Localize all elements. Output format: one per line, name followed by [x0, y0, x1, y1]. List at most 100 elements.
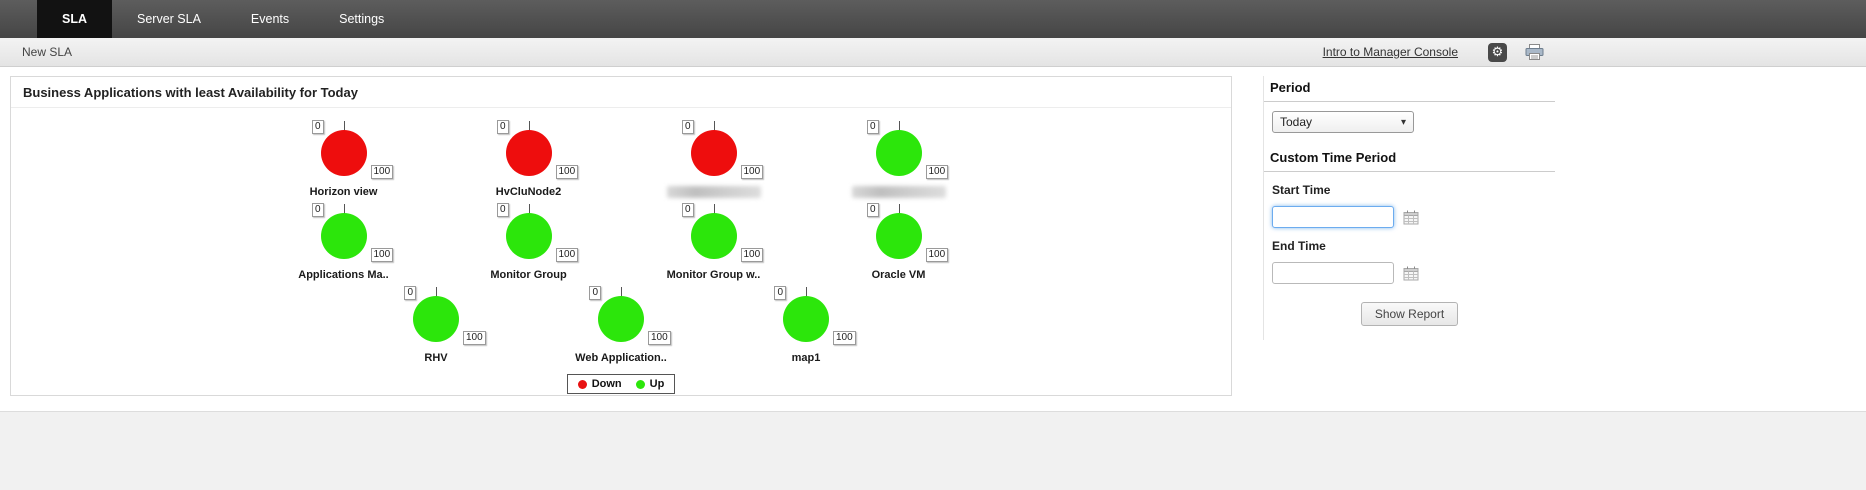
legend-wrap: Down Up	[11, 374, 1231, 394]
availability-panel: Business Applications with least Availab…	[10, 76, 1232, 396]
tab-server-sla[interactable]: Server SLA	[137, 12, 201, 26]
gear-icon: ⚙	[1491, 44, 1504, 59]
gauge-min-label: 0	[496, 203, 509, 217]
gauge-max-label: 100	[370, 165, 394, 179]
gauge-pie	[413, 296, 459, 342]
gauge-max-label: 100	[555, 248, 579, 262]
gauge-label: Oracle VM	[871, 269, 926, 281]
content-area: Business Applications with least Availab…	[0, 67, 1866, 412]
chart-row-1: 0 100 Horizon view 0 100 HvCluNode2	[11, 120, 1231, 203]
gauge-pie	[598, 296, 644, 342]
period-select[interactable]: Today ▾	[1272, 111, 1414, 133]
gauge-pie	[320, 130, 367, 176]
availability-gauge-monitor-group[interactable]: 0 100 Monitor Group	[436, 203, 621, 286]
availability-gauge-applications-ma[interactable]: 0 100 Applications Ma..	[251, 203, 436, 286]
gauge-pie	[875, 130, 922, 176]
legend-item-down: Down	[577, 378, 622, 390]
gauge: 0 100	[529, 286, 714, 350]
print-button[interactable]	[1525, 44, 1544, 60]
start-time-input[interactable]	[1272, 206, 1394, 228]
gauge-label: RHV	[424, 352, 448, 364]
period-header: Period	[1264, 76, 1555, 102]
gauge-pie	[690, 213, 737, 259]
tab-settings[interactable]: Settings	[339, 12, 385, 26]
gauge: 0 100	[251, 120, 436, 184]
top-nav: SLA Server SLA Events Settings	[0, 0, 1866, 38]
show-report-button[interactable]: Show Report	[1360, 302, 1459, 326]
up-status-dot	[635, 379, 645, 389]
gauge-max-label: 100	[463, 331, 486, 345]
start-time-label: Start Time	[1272, 183, 1331, 197]
show-report-row: Show Report	[1264, 302, 1555, 326]
end-time-input[interactable]	[1272, 262, 1394, 284]
gauge-label: Horizon view	[309, 186, 378, 198]
intro-manager-console-link[interactable]: Intro to Manager Console	[1322, 45, 1458, 59]
availability-gauge-redacted-2[interactable]: 0 100	[806, 120, 991, 203]
legend-label-down: Down	[591, 378, 622, 390]
down-status-dot	[577, 379, 587, 389]
chart-legend: Down Up	[566, 374, 676, 394]
gauge-max-label: 100	[925, 248, 949, 262]
gauge-min-label: 0	[866, 203, 879, 217]
availability-gauge-monitor-group-w[interactable]: 0 100 Monitor Group w..	[621, 203, 806, 286]
gauge-label: HvCluNode2	[495, 186, 562, 198]
gauge: 0 100	[806, 203, 991, 267]
gauge-min-label: 0	[681, 120, 694, 134]
redacted-label	[666, 186, 761, 199]
tab-sla[interactable]: SLA	[37, 0, 112, 38]
chart-row-2: 0 100 Applications Ma.. 0 100 Monitor Gr…	[11, 203, 1231, 286]
availability-gauge-map1[interactable]: 0 100 map1	[714, 286, 899, 369]
gauge: 0 100	[436, 120, 621, 184]
gauge-pie	[690, 130, 737, 176]
availability-gauge-horizon-view[interactable]: 0 100 Horizon view	[251, 120, 436, 203]
gauge-label: Monitor Group w..	[666, 269, 761, 281]
gauge-pie	[783, 296, 829, 342]
sub-header-bar: New SLA Intro to Manager Console ⚙	[0, 38, 1866, 67]
gauge-max-label: 100	[740, 248, 764, 262]
settings-gear-button[interactable]: ⚙	[1488, 42, 1507, 62]
calendar-icon	[1403, 266, 1419, 280]
gauge: 0 100	[344, 286, 529, 350]
availability-gauge-rhv[interactable]: 0 100 RHV	[344, 286, 529, 369]
gauge-label: Web Application..	[575, 352, 667, 364]
gauge-max-label: 100	[833, 331, 856, 345]
tab-events[interactable]: Events	[250, 12, 290, 26]
chevron-down-icon: ▾	[1400, 116, 1406, 128]
chart-grid: 0 100 Horizon view 0 100 HvCluNode2	[11, 108, 1231, 394]
end-time-row	[1272, 262, 1555, 284]
availability-gauge-web-application[interactable]: 0 100 Web Application..	[529, 286, 714, 369]
legend-item-up: Up	[635, 378, 665, 390]
gauge-pie	[320, 213, 367, 259]
gauge-min-label: 0	[311, 120, 324, 134]
gauge-label	[621, 186, 806, 200]
gauge-label	[806, 186, 991, 200]
gauge-min-label: 0	[866, 120, 879, 134]
gauge-max-label: 100	[925, 165, 949, 179]
end-time-label: End Time	[1272, 239, 1326, 253]
legend-label-up: Up	[649, 378, 665, 390]
gauge-pie	[875, 213, 922, 259]
availability-gauge-oracle-vm[interactable]: 0 100 Oracle VM	[806, 203, 991, 286]
gauge-max-label: 100	[648, 331, 671, 345]
gauge-pie	[505, 130, 552, 176]
calendar-icon	[1403, 210, 1419, 224]
gauge: 0 100	[436, 203, 621, 267]
end-time-calendar-button[interactable]	[1403, 266, 1419, 281]
availability-gauge-redacted-1[interactable]: 0 100	[621, 120, 806, 203]
start-time-calendar-button[interactable]	[1403, 210, 1419, 225]
gauge: 0 100	[714, 286, 899, 350]
gauge: 0 100	[621, 203, 806, 267]
gauge-max-label: 100	[370, 248, 394, 262]
gauge: 0 100	[621, 120, 806, 184]
gauge-min-label: 0	[681, 203, 694, 217]
gauge-min-label: 0	[589, 286, 601, 300]
availability-gauge-hvclunode2[interactable]: 0 100 HvCluNode2	[436, 120, 621, 203]
period-sidebar: Period Today ▾ Custom Time Period Start …	[1263, 76, 1555, 340]
redacted-label	[851, 186, 946, 199]
gauge-label: Applications Ma..	[298, 269, 389, 281]
gauge: 0 100	[251, 203, 436, 267]
page-title: New SLA	[22, 45, 73, 59]
gauge-pie	[505, 213, 552, 259]
custom-time-period-header: Custom Time Period	[1264, 146, 1555, 172]
chart-row-3: 0 100 RHV 0 100 Web Application..	[11, 286, 1231, 369]
